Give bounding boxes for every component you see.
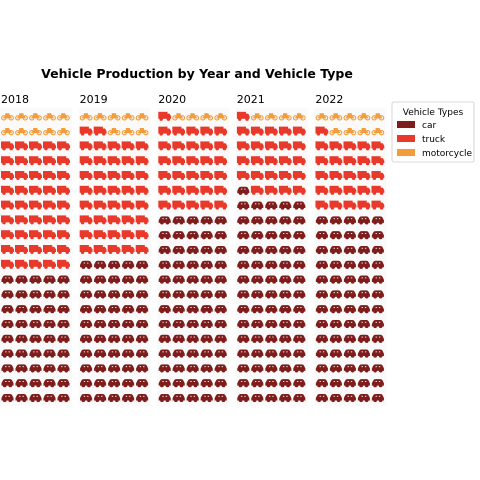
- legend: Vehicle Types car truck motorcycle: [391, 101, 475, 163]
- panel-background: [0, 108, 72, 406]
- chart-title: Vehicle Production by Year and Vehicle T…: [41, 66, 353, 81]
- legend-label-motorcycle: motorcycle: [422, 149, 473, 159]
- panel-2020: 2020: [157, 93, 230, 406]
- year-label: 2021: [237, 93, 265, 106]
- legend-label-truck: truck: [422, 135, 446, 145]
- panel-background: [157, 108, 230, 406]
- year-label: 2022: [315, 93, 343, 106]
- legend-label-car: car: [422, 121, 436, 131]
- year-label: 2018: [1, 93, 29, 106]
- year-panels: 2018 2019 2020 2021 2022: [0, 93, 387, 406]
- panel-background: [314, 108, 387, 406]
- legend-title: Vehicle Types: [403, 108, 464, 118]
- panel-2021: 2021: [235, 93, 308, 406]
- panel-2018: 2018: [0, 93, 72, 406]
- panel-2019: 2019: [78, 93, 151, 406]
- panel-background: [235, 108, 308, 406]
- panel-background: [78, 108, 151, 406]
- year-label: 2020: [158, 93, 186, 106]
- legend-swatch-truck: [397, 135, 415, 142]
- year-label: 2019: [80, 93, 108, 106]
- legend-swatch-car: [397, 121, 415, 128]
- legend-swatch-motorcycle: [397, 149, 415, 156]
- legend-frame: [391, 101, 475, 163]
- panel-2022: 2022: [314, 93, 387, 406]
